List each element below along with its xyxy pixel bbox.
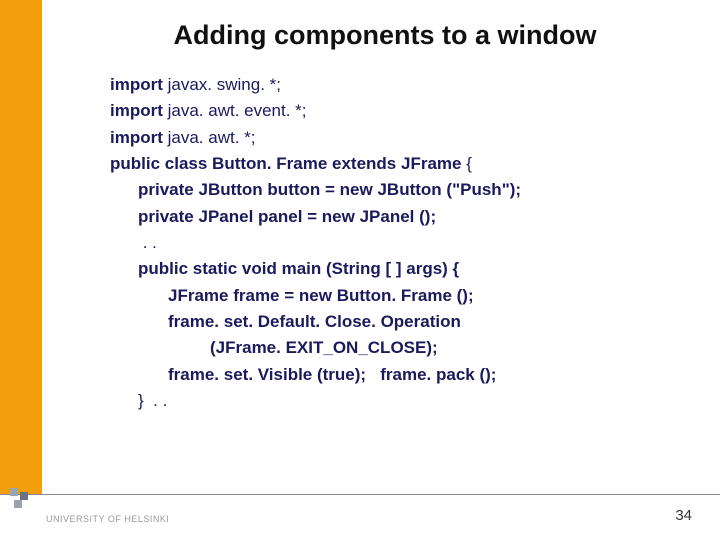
page-number: 34	[675, 507, 692, 524]
code-line: private JButton button = new JButton ("P…	[110, 177, 680, 203]
code-line: JFrame frame = new Button. Frame ();	[110, 283, 680, 309]
code-line: import java. awt. *;	[110, 125, 680, 151]
university-name: UNIVERSITY OF HELSINKI	[46, 514, 169, 524]
footer: UNIVERSITY OF HELSINKI 34	[0, 494, 720, 540]
code-line: } . .	[110, 388, 680, 414]
accent-bar	[0, 0, 42, 494]
code-line: import javax. swing. *;	[110, 72, 680, 98]
slide-title: Adding components to a window	[0, 20, 720, 51]
code-line: frame. set. Default. Close. Operation	[110, 309, 680, 335]
code-block: import javax. swing. *;import java. awt.…	[110, 72, 680, 414]
university-logo-icon	[8, 486, 36, 514]
code-line: . .	[110, 230, 680, 256]
code-line: private JPanel panel = new JPanel ();	[110, 204, 680, 230]
code-line: import java. awt. event. *;	[110, 98, 680, 124]
footer-divider	[0, 494, 720, 495]
code-line: public static void main (String [ ] args…	[110, 256, 680, 282]
code-line: frame. set. Visible (true); frame. pack …	[110, 362, 680, 388]
code-line: public class Button. Frame extends JFram…	[110, 151, 680, 177]
code-line: (JFrame. EXIT_ON_CLOSE);	[110, 335, 680, 361]
